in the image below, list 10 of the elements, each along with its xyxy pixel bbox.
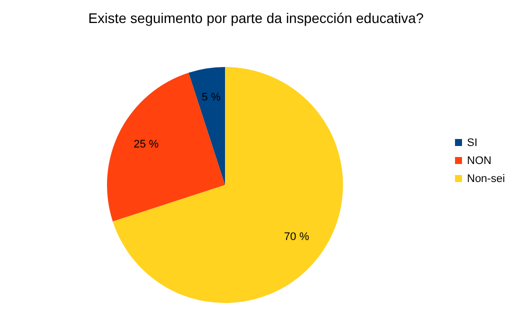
data-label: 70 % <box>284 230 310 243</box>
pie-slice <box>112 67 343 303</box>
data-label: 25 % <box>134 138 159 151</box>
pie-slice <box>188 67 225 185</box>
pie-slice <box>107 72 225 222</box>
legend-label: NON <box>467 154 492 167</box>
data-label: 5 % <box>202 91 221 104</box>
legend-label: SI <box>467 136 478 149</box>
legend-label: Non-sei <box>467 172 505 185</box>
chart-title: Existe seguimento por parte da inspección educativa? <box>88 10 424 26</box>
